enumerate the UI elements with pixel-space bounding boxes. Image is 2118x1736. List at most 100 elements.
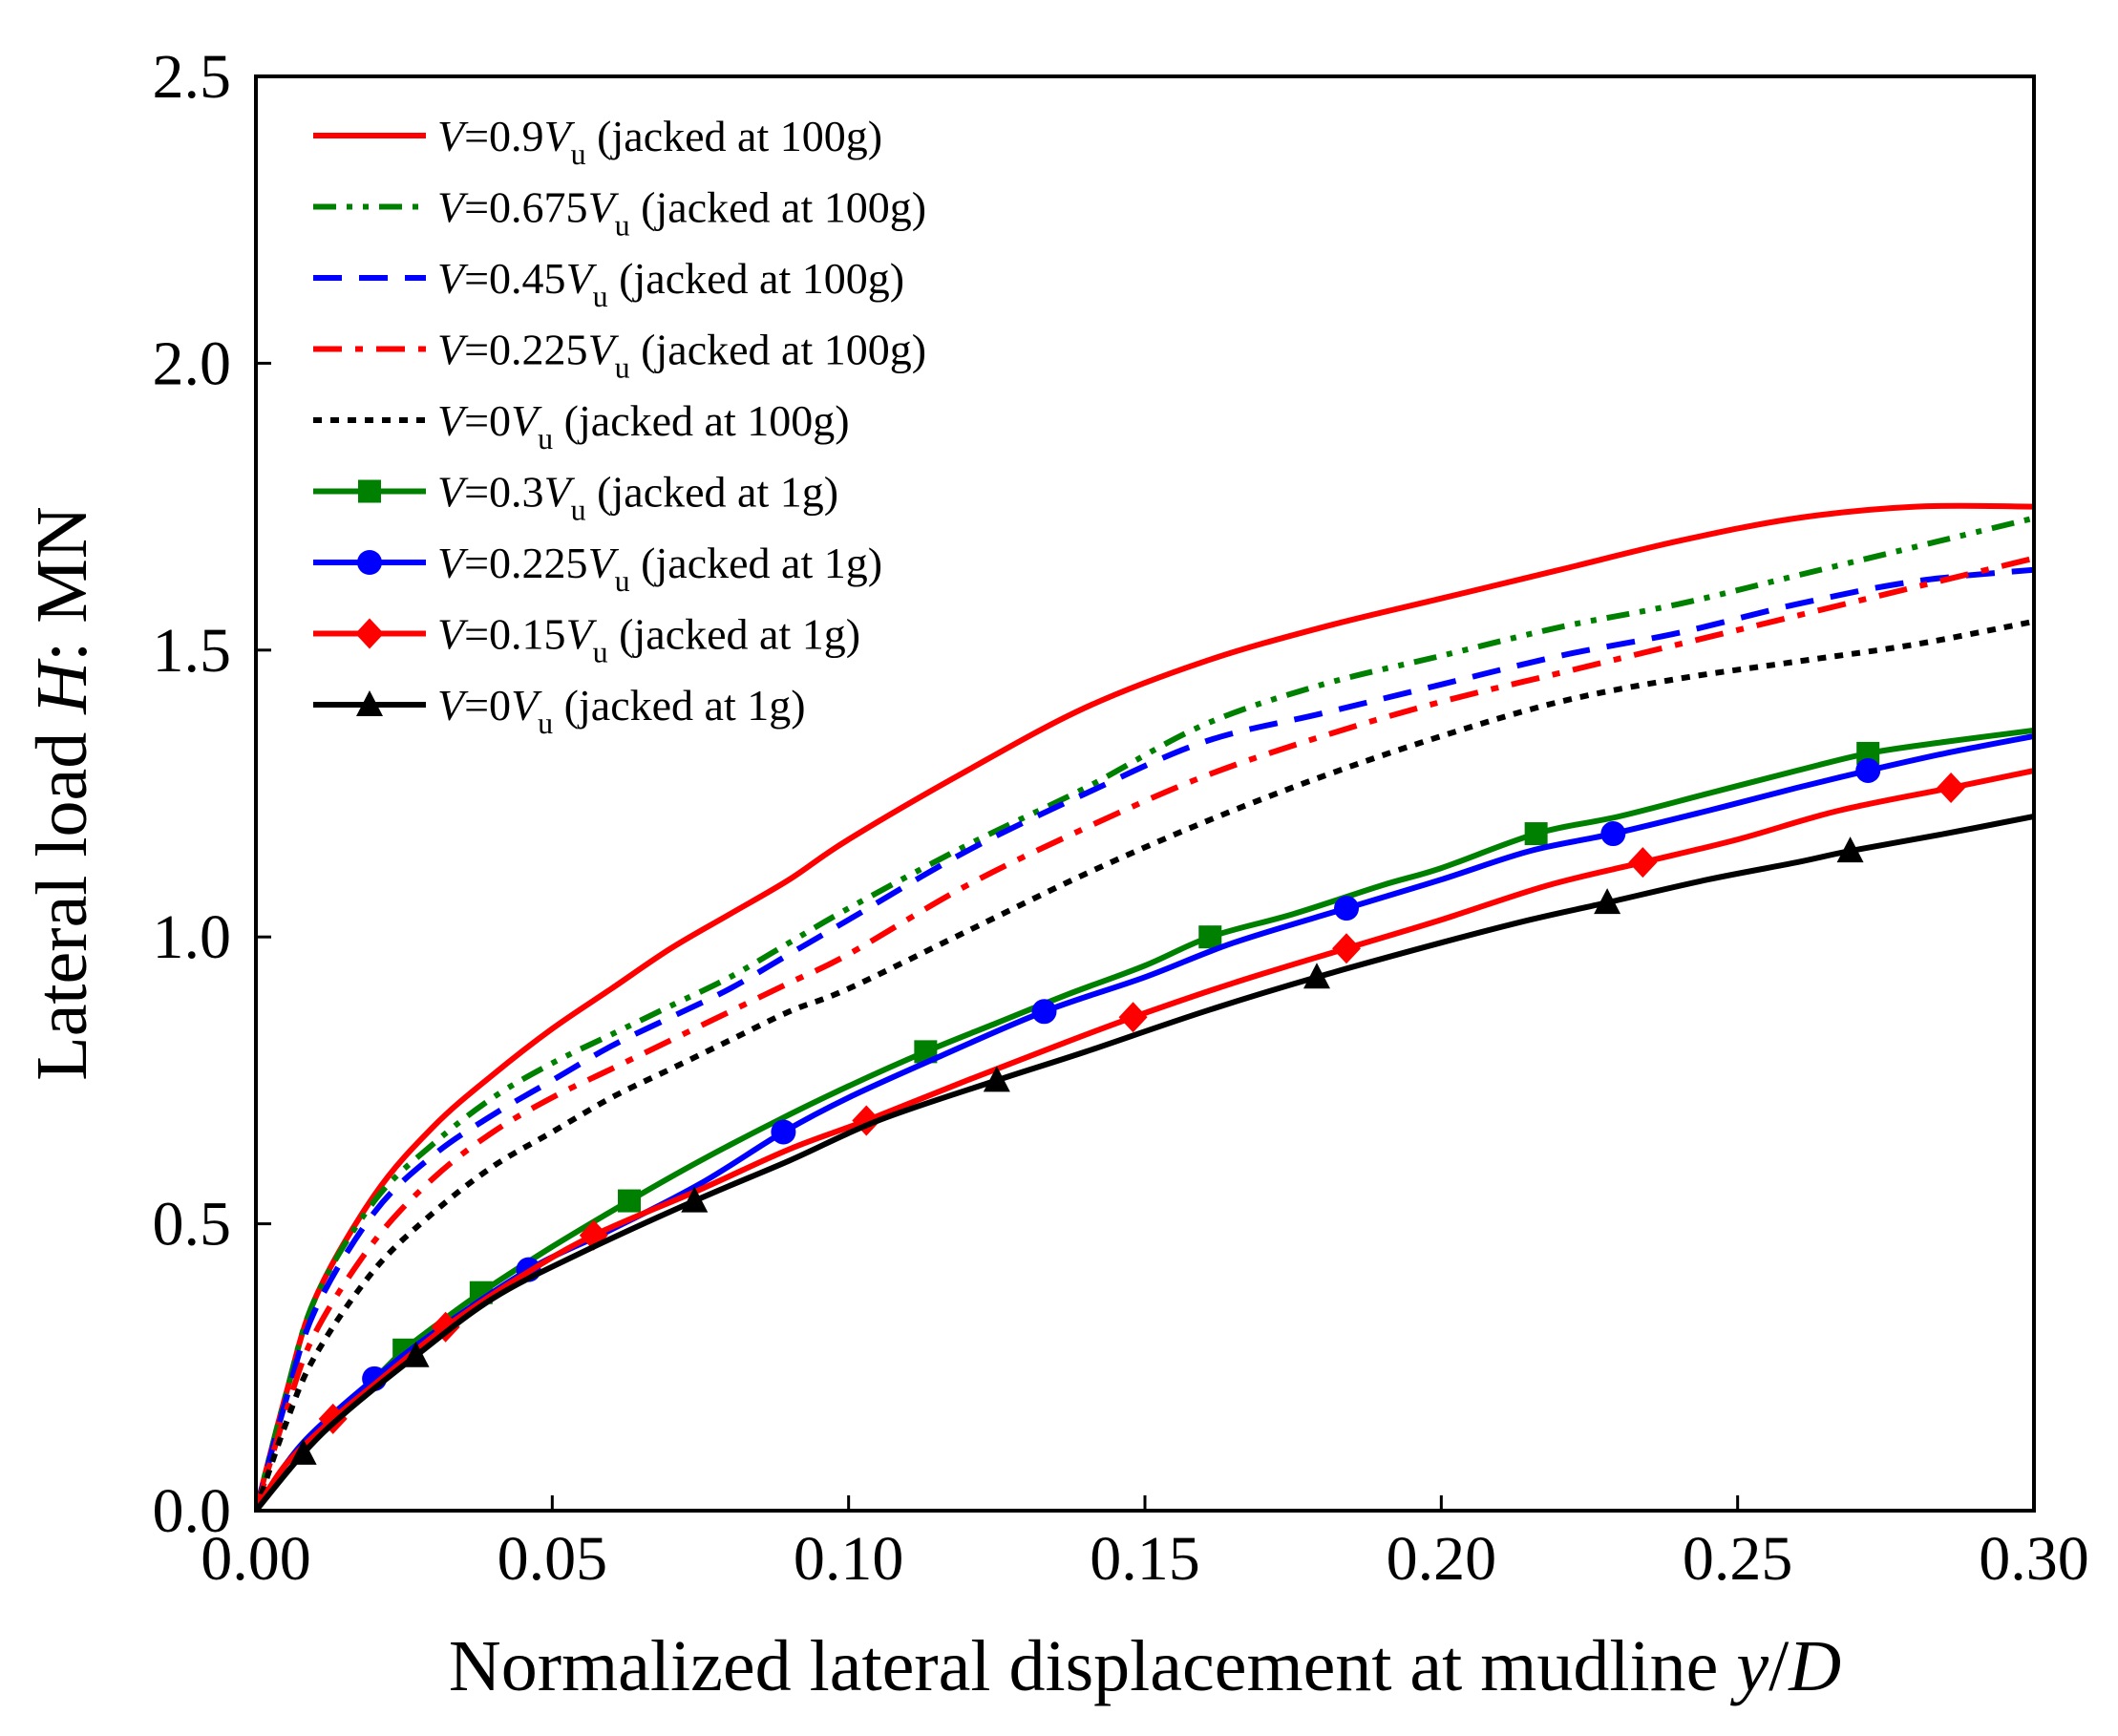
x-axis-title-part: Normalized lateral displacement at mudli… (449, 1626, 1736, 1706)
series-line (256, 814, 2034, 1511)
y-axis-title-part: H (22, 658, 102, 715)
legend-coef: =0.225 (464, 326, 587, 374)
legend-coef: =0.225 (464, 539, 587, 587)
legend-marker (357, 550, 382, 575)
legend-var: V (437, 539, 469, 587)
legend-subscript: u (615, 208, 630, 243)
series-line (256, 502, 2034, 1511)
legend-coef: =0.15 (464, 610, 565, 659)
legend-label: V=0.675Vu (jacked at 100g) (437, 183, 926, 243)
legend-var: V (544, 112, 576, 160)
legend-entry: V=0.45Vu (jacked at 100g) (313, 254, 904, 313)
series-marker (1334, 896, 1360, 921)
series-line (256, 515, 2034, 1511)
legend-var: V (566, 254, 598, 303)
legend-var: V (566, 610, 598, 659)
x-tick-label: 0.00 (201, 1524, 311, 1594)
legend-label: V=0.225Vu (jacked at 1g) (437, 539, 882, 598)
legend-var: V (437, 254, 469, 303)
series-line (256, 618, 2034, 1511)
legend-marker (358, 479, 381, 503)
x-tick-label: 0.05 (498, 1524, 608, 1594)
y-tick-label: 2.0 (153, 328, 232, 398)
y-axis-title-part: Lateral load (22, 714, 102, 1081)
legend-rest: (jacked at 100g) (553, 396, 849, 445)
series-line (256, 727, 2034, 1511)
series-marker (289, 1438, 317, 1465)
legend-coef: =0.9 (464, 112, 543, 160)
legend-subscript: u (593, 279, 608, 313)
legend-label: V=0.45Vu (jacked at 100g) (437, 254, 904, 313)
legend-label: V=0.3Vu (jacked at 1g) (437, 468, 838, 527)
legend-rest: (jacked at 100g) (630, 183, 926, 232)
plot-content (256, 502, 2034, 1511)
legend-marker (356, 690, 383, 716)
legend-rest: (jacked at 100g) (586, 112, 882, 160)
legend-coef: =0.675 (464, 183, 587, 232)
series-group (256, 814, 2034, 1511)
legend-var: V (511, 681, 542, 730)
legend-var: V (437, 326, 469, 374)
x-axis-title-part: / (1769, 1626, 1790, 1706)
series-marker (1855, 757, 1881, 783)
legend-var: V (588, 326, 620, 374)
series-marker (1198, 925, 1222, 949)
legend-entry: V=0.675Vu (jacked at 100g) (313, 183, 926, 243)
legend-var: V (544, 468, 576, 517)
legend-subscript: u (593, 635, 608, 669)
series-marker (1600, 821, 1626, 847)
legend-var: V (437, 183, 469, 232)
series-line (256, 566, 2034, 1511)
legend-var: V (511, 396, 542, 445)
y-tick-label: 2.5 (153, 42, 232, 112)
legend-subscript: u (571, 493, 586, 527)
series-group (256, 566, 2034, 1511)
legend-label: V=0.9Vu (jacked at 100g) (437, 112, 882, 171)
y-tick-label: 1.5 (153, 616, 232, 686)
legend-var: V (437, 468, 469, 517)
legend-coef: =0 (464, 681, 511, 730)
x-axis-title-part: D (1788, 1626, 1841, 1706)
series-marker (1332, 933, 1362, 964)
axis-ticks: 0.00 0.05 0.10 0.15 0.20 0.25 0.30 0.0 0.5 1.0 1.5… (153, 42, 2089, 1594)
series-group (256, 768, 2034, 1511)
series-marker (771, 1119, 796, 1145)
legend-coef: =0.3 (464, 468, 543, 517)
legend-var: V (437, 396, 469, 445)
legend-var: V (437, 610, 469, 659)
series-group (256, 502, 2034, 1511)
legend-var: V (437, 681, 469, 730)
legend-var: V (588, 183, 620, 232)
legend-var: V (588, 539, 620, 587)
legend-entry: V=0.3Vu (jacked at 1g) (313, 468, 838, 527)
legend-rest: (jacked at 100g) (608, 254, 904, 303)
legend-entry: V=0.225Vu (jacked at 1g) (313, 539, 882, 598)
legend-coef: =0 (464, 396, 511, 445)
series-marker (402, 1341, 430, 1367)
series-marker (1031, 999, 1057, 1025)
legend-subscript: u (538, 706, 553, 740)
legend-rest: (jacked at 1g) (586, 468, 838, 517)
series-group (256, 515, 2034, 1511)
y-tick-label: 1.0 (153, 902, 232, 972)
legend-rest: (jacked at 1g) (630, 539, 882, 587)
series-marker (681, 1186, 709, 1213)
x-tick-label: 0.30 (1979, 1524, 2089, 1594)
legend-subscript: u (615, 563, 630, 598)
x-tick-label: 0.20 (1387, 1524, 1497, 1594)
y-axis-title-part: : MN (22, 506, 102, 662)
series-group (256, 618, 2034, 1511)
series-marker (983, 1066, 1010, 1092)
y-axis-title: Lateral load H: MN (22, 506, 102, 1080)
legend-marker (355, 618, 384, 649)
legend-var: V (437, 112, 469, 160)
series-marker (1937, 772, 1966, 803)
series-marker (1303, 963, 1330, 989)
series-marker (1628, 847, 1658, 879)
legend-label: V=0.15Vu (jacked at 1g) (437, 610, 860, 669)
legend-entry: V=0.15Vu (jacked at 1g) (313, 610, 860, 669)
legend-label: V=0Vu (jacked at 100g) (437, 396, 850, 455)
legend-entry: V=0Vu (jacked at 1g) (313, 681, 806, 740)
